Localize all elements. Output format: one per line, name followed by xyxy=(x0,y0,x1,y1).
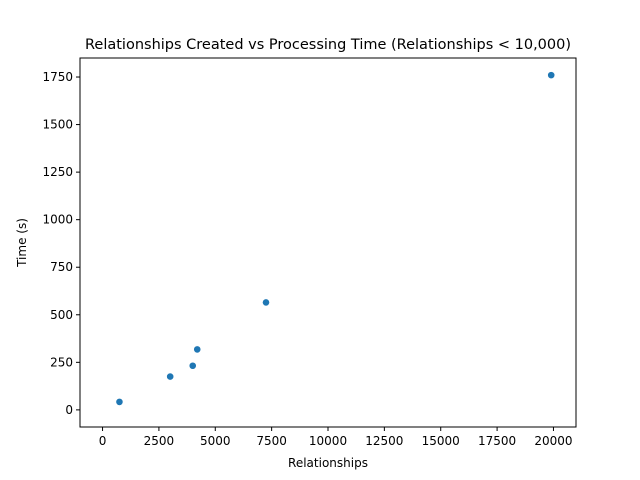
scatter-point xyxy=(193,345,202,354)
x-tick-label: 20000 xyxy=(534,434,572,448)
x-tick-label: 2500 xyxy=(144,434,175,448)
scatter-point xyxy=(115,397,124,406)
y-tick-label: 0 xyxy=(65,403,73,417)
y-tick-label: 1750 xyxy=(42,70,73,84)
chart-title: Relationships Created vs Processing Time… xyxy=(85,37,571,53)
y-tick-label: 1500 xyxy=(42,118,73,132)
y-tick-label: 1000 xyxy=(42,213,73,227)
y-tick-label: 500 xyxy=(50,308,73,322)
x-tick-label: 17500 xyxy=(478,434,516,448)
x-axis-label: Relationships xyxy=(288,456,368,470)
y-axis: 0 250 500 750 1000 1250 1500 1750 xyxy=(42,70,80,417)
axes-frame xyxy=(79,57,577,428)
x-tick-label: 0 xyxy=(99,434,107,448)
x-tick-label: 10000 xyxy=(309,434,347,448)
y-tick-label: 250 xyxy=(50,355,73,369)
plot-area xyxy=(115,71,556,406)
x-tick-label: 7500 xyxy=(256,434,287,448)
x-tick-label: 15000 xyxy=(422,434,460,448)
y-tick-label: 750 xyxy=(50,260,73,274)
y-axis-label: Time (s) xyxy=(15,218,29,268)
scatter-point xyxy=(262,298,270,307)
x-tick-label: 12500 xyxy=(365,434,403,448)
scatter-point xyxy=(547,71,556,80)
x-axis: 0 2500 5000 7500 10000 12500 15000 17500 20000 xyxy=(99,427,573,448)
scatter-point xyxy=(166,372,175,381)
y-tick-label: 1250 xyxy=(42,165,73,179)
x-tick-label: 5000 xyxy=(200,434,231,448)
scatter-point xyxy=(188,361,197,370)
